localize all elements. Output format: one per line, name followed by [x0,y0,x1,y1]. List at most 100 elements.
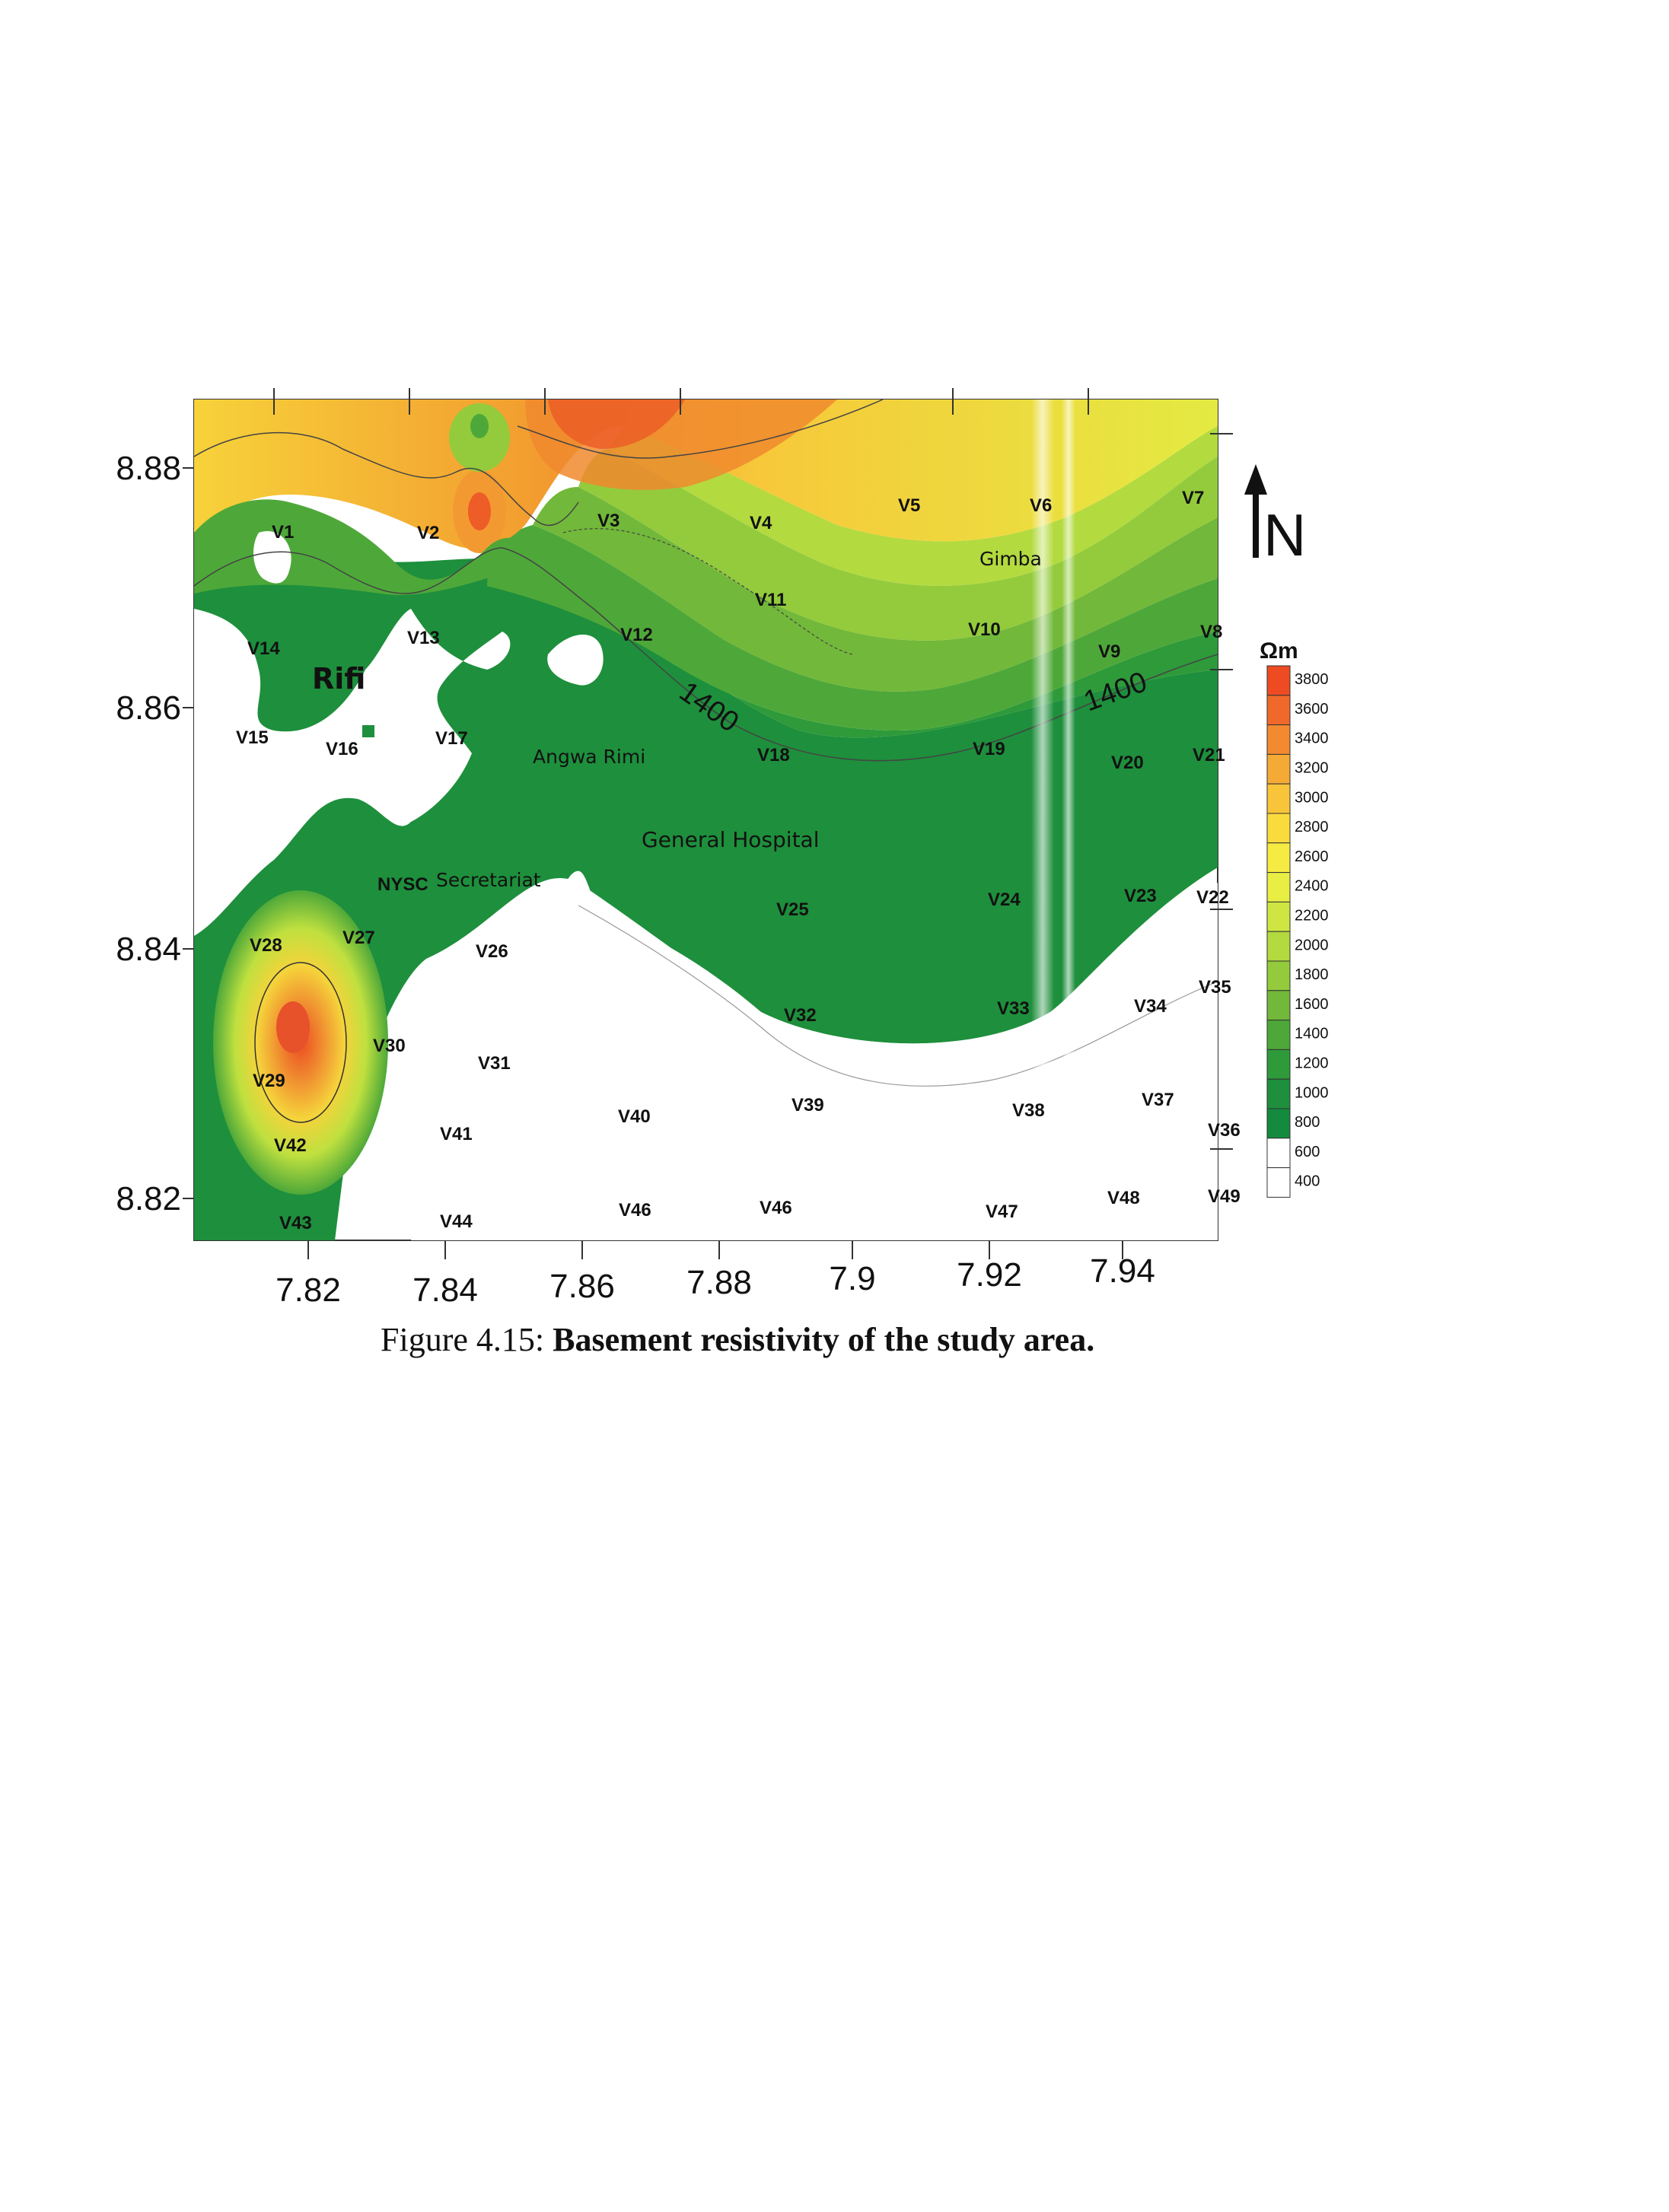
station-label: V27 [342,928,375,948]
legend-label: 1400 [1295,1026,1329,1042]
caption-number: Figure 4.15: [381,1321,545,1358]
station-label: V36 [1208,1120,1241,1141]
station-label: V25 [776,899,809,920]
legend-label: 2400 [1295,878,1329,895]
legend-unit: Ωm [1260,638,1298,664]
legend-label: 1600 [1295,996,1329,1013]
station-label: V40 [618,1106,651,1127]
station-labels: V1 V2 V3 V4 V5 V6 V7 V8 V9 V10 V11 V12 V… [236,488,1241,1233]
legend-label: 1800 [1295,966,1329,983]
right-ticks [1210,433,1233,1150]
station-label: V38 [1012,1100,1045,1121]
color-legend: Ωm 3800 3600 3400 3200 3000 2800 2600 2400 2200 2… [1260,638,1329,1198]
legend-swatch [1266,1138,1291,1169]
legend-label: 3000 [1295,789,1329,806]
station-label: V48 [1107,1188,1140,1208]
north-arrow-head-icon [1244,464,1267,495]
station-label: V1 [272,522,294,543]
top-ticks [273,388,1089,415]
station-label: V22 [1196,887,1229,908]
x-tick-label: 7.86 [549,1268,615,1305]
x-tick-label: 7.94 [1090,1252,1155,1290]
legend-swatch [1266,990,1291,1021]
station-label: V30 [373,1036,406,1056]
legend-swatch [1266,813,1291,844]
legend-swatch [1266,1049,1291,1080]
contour-line [578,905,1218,1087]
marker-square [362,725,374,737]
legend-swatch [1266,724,1291,755]
legend-swatch [1266,753,1291,785]
x-tick-label: 7.84 [412,1272,478,1309]
station-label: V7 [1182,488,1204,508]
zone-v2-core [468,492,491,530]
station-label: V42 [274,1135,307,1156]
contour-line [562,528,853,655]
resistivity-map: 7.82 7.84 7.86 7.88 7.9 7.92 7.94 8.88 8… [116,388,1306,1309]
zone-1000 [194,510,1218,1240]
station-label: V15 [236,727,269,748]
y-tick-label: 8.88 [116,450,181,487]
zone-west-core [276,1001,310,1053]
legend-swatch [1266,695,1291,726]
station-label: V5 [898,495,920,516]
station-label: V41 [440,1124,473,1144]
north-arrow: N [1244,464,1306,568]
legend-label: 400 [1295,1173,1320,1190]
figure-caption: Figure 4.15: Basement resistivity of the… [381,1320,1370,1359]
legend-label: 3800 [1295,671,1329,688]
legend-swatch [1266,1078,1291,1109]
legend-swatch [1266,1167,1291,1198]
station-label: V2 [417,523,439,543]
station-label: V11 [755,590,786,610]
legend-swatch [1266,665,1291,696]
zone-ring [254,962,347,1123]
place-label-nysc: NYSC [377,874,428,895]
station-label: V46 [760,1198,792,1218]
place-label-angwa-rimi: Angwa Rimi [533,746,645,768]
x-tick-label: 7.92 [957,1256,1022,1294]
station-label: V29 [253,1071,285,1091]
place-label-secretariat: Secretariat [436,869,541,891]
station-label: V44 [440,1211,473,1232]
y-tick-label: 8.86 [116,689,181,727]
contour-line [194,547,1218,762]
station-label: V20 [1111,753,1144,773]
legend-label: 2200 [1295,907,1329,924]
legend-swatch [1266,901,1291,932]
contour-line [194,431,579,526]
station-label: V49 [1208,1186,1241,1207]
station-label: V23 [1124,886,1157,906]
legend-label: 3400 [1295,730,1329,747]
legend-label: 2800 [1295,819,1329,835]
legend-label: 600 [1295,1144,1320,1160]
station-label: V46 [619,1200,651,1221]
place-label-gimba: Gimba [979,548,1042,570]
station-label: V16 [326,739,358,759]
station-label: V19 [973,739,1005,759]
station-label: V10 [968,619,1001,640]
place-label-general-hospital: General Hospital [642,827,820,852]
zone-2000 [578,449,1218,641]
caption-text: Basement resistivity of the study area. [553,1321,1095,1358]
legend-scale: 3800 3600 3400 3200 3000 2800 2600 2400 2200 2000… [1266,665,1329,1198]
station-label: V21 [1193,745,1225,765]
legend-swatch [1266,1020,1291,1050]
north-label: N [1263,501,1306,568]
legend-swatch [1266,960,1291,991]
zone-3800 [548,399,685,449]
station-label: V14 [247,638,280,659]
place-label-rifi: Rifi [312,662,365,695]
zone-600-rifi [194,609,511,936]
station-label: V35 [1199,977,1231,998]
x-tick-label: 7.9 [829,1260,875,1297]
legend-swatch [1266,842,1291,874]
station-label: V28 [250,935,282,956]
legend-label: 1000 [1295,1084,1329,1101]
station-label: V26 [476,941,508,962]
y-axis: 8.88 8.86 8.84 8.82 [116,450,194,1217]
station-label: V12 [620,625,653,645]
y-tick-label: 8.82 [116,1180,181,1217]
station-label: V9 [1098,641,1120,662]
